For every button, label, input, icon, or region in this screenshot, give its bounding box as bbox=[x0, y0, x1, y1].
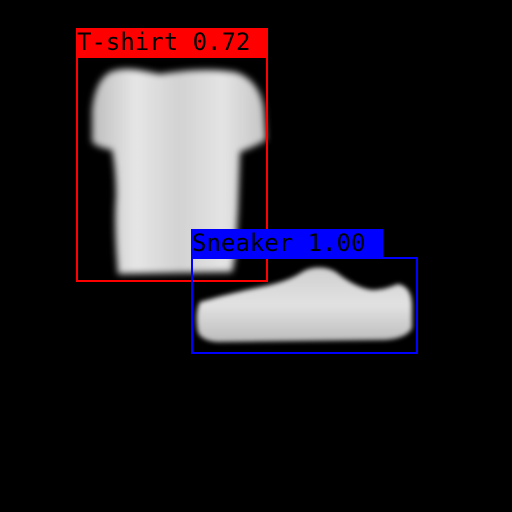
sneaker-silhouette bbox=[197, 268, 412, 343]
sneaker-detection-label: Sneaker 1.00 bbox=[191, 229, 383, 257]
tshirt-detection-label: T-shirt 0.72 bbox=[76, 28, 268, 56]
